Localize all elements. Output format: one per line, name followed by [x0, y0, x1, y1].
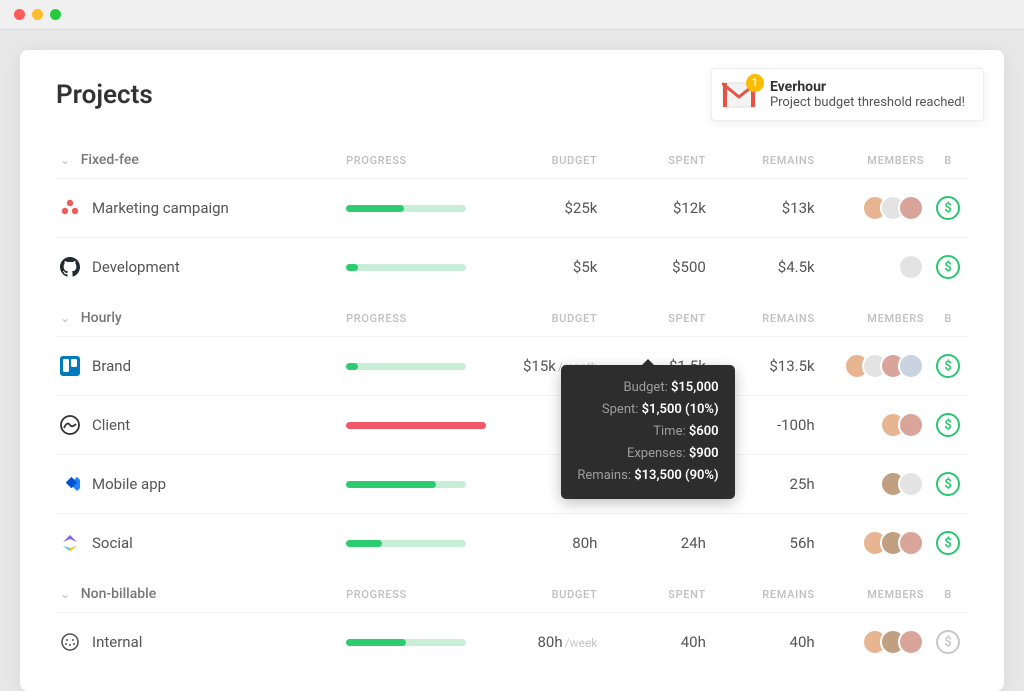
notification-subtitle: Project budget threshold reached!: [770, 95, 965, 110]
remains-value: $13k: [782, 199, 815, 217]
billable-icon[interactable]: $: [936, 472, 960, 496]
billable-icon[interactable]: $: [936, 354, 960, 378]
notification-toast[interactable]: 1 Everhour Project budget threshold reac…: [711, 68, 984, 121]
remains-value: $13.5k: [769, 357, 814, 375]
section-name[interactable]: Hourly: [81, 310, 122, 326]
remains-value: $4.5k: [778, 258, 815, 276]
progress-bar: [346, 205, 466, 212]
chevron-down-icon[interactable]: ⌄: [60, 311, 71, 325]
section-name[interactable]: Non-billable: [81, 586, 156, 602]
project-name: Internal: [92, 633, 142, 651]
project-name: Mobile app: [92, 475, 166, 493]
notification-badge: 1: [746, 74, 764, 92]
col-header-spent: SPENT: [601, 138, 709, 179]
table-row[interactable]: Internal 80h/week 40h 40h $: [56, 613, 968, 672]
members-stack[interactable]: [823, 353, 924, 379]
window-min-dot[interactable]: [32, 9, 43, 20]
chevron-down-icon[interactable]: ⌄: [60, 153, 71, 167]
trello-icon: [60, 356, 80, 376]
jira-icon: [60, 474, 80, 494]
members-stack[interactable]: [823, 254, 924, 280]
project-name: Client: [92, 416, 130, 434]
project-name: Development: [92, 258, 180, 276]
members-stack[interactable]: [823, 530, 924, 556]
remains-value: 56h: [790, 534, 815, 552]
avatar[interactable]: [898, 471, 924, 497]
projects-card: 1 Everhour Project budget threshold reac…: [20, 50, 1004, 691]
members-stack[interactable]: [823, 471, 924, 497]
avatar[interactable]: [898, 412, 924, 438]
col-header-remains: REMAINS: [710, 572, 819, 613]
table-row[interactable]: Development $5k $500 $4.5k $: [56, 238, 968, 297]
col-header-bill: B: [928, 296, 968, 337]
section-name[interactable]: Fixed-fee: [81, 152, 139, 168]
avatar[interactable]: [898, 530, 924, 556]
billable-icon[interactable]: $: [936, 255, 960, 279]
asana-icon: [60, 198, 80, 218]
col-header-members: MEMBERS: [819, 138, 928, 179]
remains-value: 40h: [790, 633, 815, 651]
notification-title: Everhour: [770, 79, 965, 95]
members-stack[interactable]: [823, 412, 924, 438]
chevron-down-icon[interactable]: ⌄: [60, 587, 71, 601]
col-header-budget: BUDGET: [492, 296, 601, 337]
billable-icon[interactable]: $: [936, 630, 960, 654]
col-header-members: MEMBERS: [819, 572, 928, 613]
budget-value: 80h: [572, 534, 597, 552]
col-header-remains: REMAINS: [710, 296, 819, 337]
generic-icon: [60, 632, 80, 652]
project-name: Social: [92, 534, 133, 552]
avatar[interactable]: [898, 629, 924, 655]
gmail-icon: 1: [722, 82, 756, 108]
billable-icon[interactable]: $: [936, 531, 960, 555]
spent-value: 40h: [681, 633, 706, 651]
github-icon: [60, 257, 80, 277]
progress-bar: [346, 422, 486, 429]
spent-value: $500: [672, 258, 706, 276]
members-stack[interactable]: [823, 195, 924, 221]
col-header-spent: SPENT: [601, 296, 709, 337]
col-header-progress: PROGRESS: [342, 572, 492, 613]
col-header-budget: BUDGET: [492, 138, 601, 179]
avatar[interactable]: [898, 254, 924, 280]
col-header-progress: PROGRESS: [342, 296, 492, 337]
basecamp-icon: [60, 415, 80, 435]
progress-bar: [346, 540, 466, 547]
budget-value: 80h/week: [537, 633, 597, 651]
table-row[interactable]: Brand $15k/month $1.5kBudget: $15,000Spe…: [56, 337, 968, 396]
col-header-progress: PROGRESS: [342, 138, 492, 179]
col-header-members: MEMBERS: [819, 296, 928, 337]
table-row[interactable]: Marketing campaign $25k $12k $13k $: [56, 179, 968, 238]
table-row[interactable]: Social 80h 24h 56h $: [56, 514, 968, 573]
project-name: Brand: [92, 357, 131, 375]
budget-value: $5k: [573, 258, 597, 276]
window-max-dot[interactable]: [50, 9, 61, 20]
spent-value: 24h: [681, 534, 706, 552]
col-header-bill: B: [928, 572, 968, 613]
col-header-bill: B: [928, 138, 968, 179]
avatar[interactable]: [898, 195, 924, 221]
billable-icon[interactable]: $: [936, 413, 960, 437]
browser-chrome: [0, 0, 1024, 30]
projects-table: ⌄ Fixed-fee PROGRESS BUDGET SPENT REMAINS…: [56, 138, 968, 671]
remains-value: -100h: [777, 416, 815, 434]
members-stack[interactable]: [823, 629, 924, 655]
col-header-remains: REMAINS: [710, 138, 819, 179]
progress-bar: [346, 264, 466, 271]
clickup-icon: [60, 533, 80, 553]
budget-value: $25k: [564, 199, 597, 217]
progress-bar: [346, 639, 466, 646]
col-header-spent: SPENT: [601, 572, 709, 613]
table-row[interactable]: Mobile app 100h 25h $: [56, 455, 968, 514]
table-row[interactable]: Client 200h -100h $: [56, 396, 968, 455]
billable-icon[interactable]: $: [936, 196, 960, 220]
avatar[interactable]: [898, 353, 924, 379]
spent-value: $12k: [673, 199, 706, 217]
col-header-budget: BUDGET: [492, 572, 601, 613]
remains-value: 25h: [790, 475, 815, 493]
progress-bar: [346, 363, 466, 370]
progress-bar: [346, 481, 466, 488]
project-name: Marketing campaign: [92, 199, 229, 217]
window-close-dot[interactable]: [14, 9, 25, 20]
